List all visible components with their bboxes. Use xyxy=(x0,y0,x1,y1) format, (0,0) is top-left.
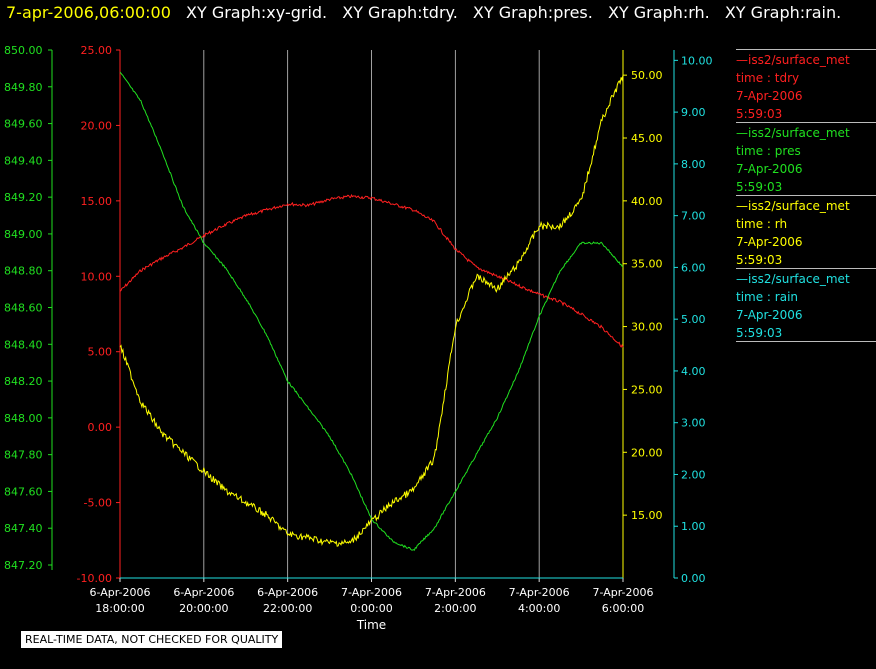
pres-tick-label: 848.20 xyxy=(4,375,43,388)
tdry-tick-label: 20.00 xyxy=(81,119,113,132)
rain-tick-label: 3.00 xyxy=(681,417,706,430)
x-tick-label-date: 6-Apr-2006 xyxy=(257,586,318,599)
graph-title-xy-grid[interactable]: XY Graph:xy-grid. xyxy=(186,3,328,22)
legend-entry-rain[interactable]: —iss2/surface_met time : rain 7-Apr-2006… xyxy=(736,268,876,342)
tdry-tick-label: 15.00 xyxy=(81,195,113,208)
rain-tick-label: 9.00 xyxy=(681,106,706,119)
legend-date: 7-Apr-2006 xyxy=(736,162,803,176)
legend-time: 5:59:03 xyxy=(736,253,783,267)
x-tick-label-date: 7-Apr-2006 xyxy=(341,586,402,599)
x-tick-label-date: 7-Apr-2006 xyxy=(592,586,653,599)
rain-tick-label: 5.00 xyxy=(681,313,706,326)
pres-tick-label: 849.20 xyxy=(4,191,43,204)
quality-disclaimer: REAL-TIME DATA, NOT CHECKED FOR QUALITY xyxy=(20,630,284,649)
rain-tick-label: 8.00 xyxy=(681,158,706,171)
rh-tick-label: 15.00 xyxy=(631,509,663,522)
legend: —iss2/surface_met time : tdry 7-Apr-2006… xyxy=(736,49,876,342)
legend-time: 5:59:03 xyxy=(736,180,783,194)
timestamp-label: 7-apr-2006,06:00:00 xyxy=(6,3,171,22)
pres-tick-label: 850.00 xyxy=(4,44,43,57)
rh-tick-label: 45.00 xyxy=(631,132,663,145)
pres-tick-label: 848.80 xyxy=(4,265,43,278)
rain-tick-label: 6.00 xyxy=(681,261,706,274)
legend-date: 7-Apr-2006 xyxy=(736,235,803,249)
pres-tick-label: 847.80 xyxy=(4,449,43,462)
legend-date: 7-Apr-2006 xyxy=(736,308,803,322)
rh-tick-label: 30.00 xyxy=(631,321,663,334)
x-tick-label-time: 6:00:00 xyxy=(602,602,644,615)
window-title-bar: 7-apr-2006,06:00:00 XY Graph:xy-grid. XY… xyxy=(6,3,851,22)
pres-tick-label: 849.80 xyxy=(4,81,43,94)
x-tick-label-time: 18:00:00 xyxy=(95,602,144,615)
pres-tick-label: 849.60 xyxy=(4,118,43,131)
x-tick-label-time: 2:00:00 xyxy=(434,602,476,615)
pres-tick-label: 848.40 xyxy=(4,338,43,351)
graph-title-rh[interactable]: XY Graph:rh. xyxy=(607,3,710,22)
x-tick-label-date: 7-Apr-2006 xyxy=(509,586,570,599)
legend-source: —iss2/surface_met xyxy=(736,199,850,213)
pres-tick-label: 847.40 xyxy=(4,522,43,535)
rain-tick-label: 7.00 xyxy=(681,210,706,223)
x-tick-label-date: 6-Apr-2006 xyxy=(173,586,234,599)
pres-tick-label: 848.60 xyxy=(4,302,43,315)
series-line-rh xyxy=(119,74,624,547)
x-tick-label-date: 6-Apr-2006 xyxy=(89,586,150,599)
rain-tick-label: 2.00 xyxy=(681,468,706,481)
tdry-tick-label: -5.00 xyxy=(84,497,112,510)
legend-variable: time : pres xyxy=(736,144,801,158)
pres-tick-label: 848.00 xyxy=(4,412,43,425)
legend-variable: time : tdry xyxy=(736,71,800,85)
series-line-tdry xyxy=(119,193,624,348)
x-tick-label-time: 4:00:00 xyxy=(518,602,560,615)
pres-tick-label: 847.60 xyxy=(4,485,43,498)
legend-time: 5:59:03 xyxy=(736,107,783,121)
legend-source: —iss2/surface_met xyxy=(736,53,850,67)
pres-tick-label: 847.20 xyxy=(4,559,43,572)
tdry-tick-label: 10.00 xyxy=(81,270,113,283)
rh-tick-label: 35.00 xyxy=(631,258,663,271)
pres-tick-label: 849.00 xyxy=(4,228,43,241)
legend-source: —iss2/surface_met xyxy=(736,126,850,140)
legend-entry-pres[interactable]: —iss2/surface_met time : pres 7-Apr-2006… xyxy=(736,122,876,195)
x-tick-label-time: 22:00:00 xyxy=(263,602,312,615)
legend-date: 7-Apr-2006 xyxy=(736,89,803,103)
legend-variable: time : rain xyxy=(736,290,799,304)
rain-tick-label: 4.00 xyxy=(681,365,706,378)
legend-time: 5:59:03 xyxy=(736,326,783,340)
x-tick-label-time: 0:00:00 xyxy=(350,602,392,615)
graph-title-rain[interactable]: XY Graph:rain. xyxy=(724,3,842,22)
x-axis-title: Time xyxy=(356,618,386,632)
tdry-tick-label: -10.00 xyxy=(77,572,112,585)
rh-tick-label: 20.00 xyxy=(631,446,663,459)
rh-tick-label: 50.00 xyxy=(631,69,663,82)
rh-tick-label: 25.00 xyxy=(631,383,663,396)
legend-entry-rh[interactable]: —iss2/surface_met time : rh 7-Apr-2006 5… xyxy=(736,195,876,268)
rain-tick-label: 0.00 xyxy=(681,572,706,585)
rh-tick-label: 40.00 xyxy=(631,195,663,208)
legend-variable: time : rh xyxy=(736,217,788,231)
tdry-tick-label: 5.00 xyxy=(88,346,113,359)
rain-tick-label: 10.00 xyxy=(681,54,713,67)
x-tick-label-time: 20:00:00 xyxy=(179,602,228,615)
graph-title-pres[interactable]: XY Graph:pres. xyxy=(472,3,593,22)
pres-tick-label: 849.40 xyxy=(4,154,43,167)
legend-entry-tdry[interactable]: —iss2/surface_met time : tdry 7-Apr-2006… xyxy=(736,49,876,122)
x-tick-label-date: 7-Apr-2006 xyxy=(425,586,486,599)
tdry-tick-label: 25.00 xyxy=(81,44,113,57)
tdry-tick-label: 0.00 xyxy=(88,421,113,434)
rain-tick-label: 1.00 xyxy=(681,520,706,533)
graph-title-tdry[interactable]: XY Graph:tdry. xyxy=(342,3,458,22)
legend-source: —iss2/surface_met xyxy=(736,272,850,286)
